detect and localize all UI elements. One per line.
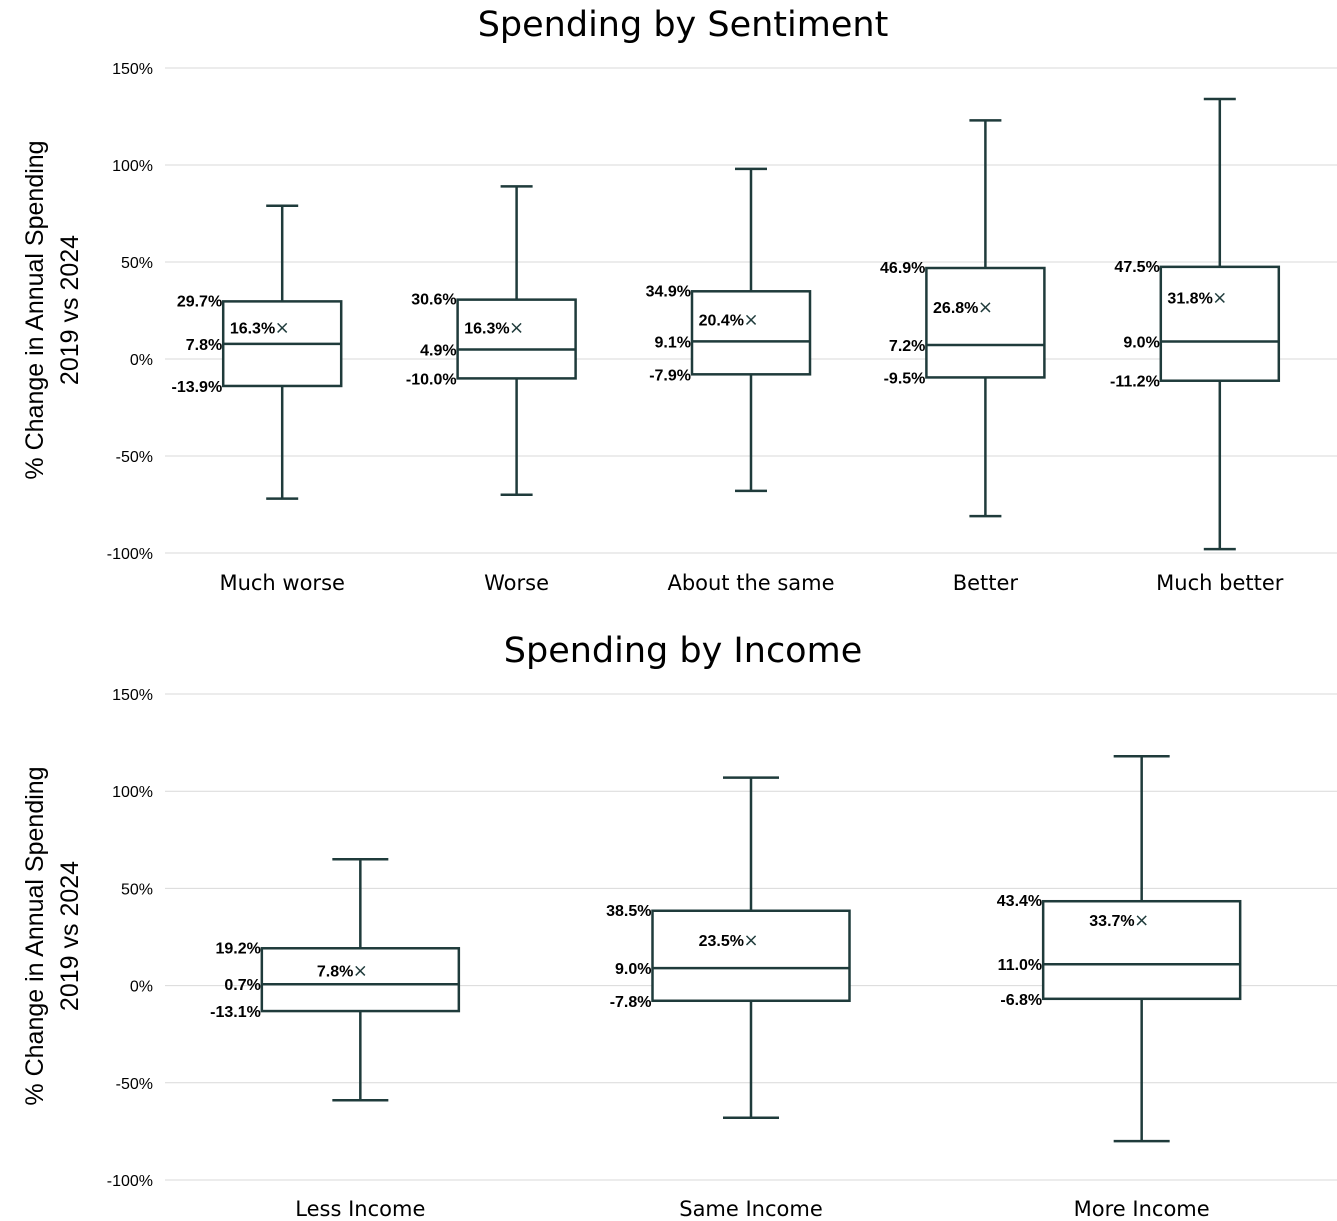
- median-label: 7.2%: [889, 338, 925, 355]
- y-tick-label: -100%: [107, 546, 153, 563]
- y-axis-label: 2019 vs 2024: [56, 235, 84, 385]
- mean-marker: ×: [743, 309, 758, 330]
- box-iqr: [1041, 899, 1242, 1001]
- q3-label: 46.9%: [880, 260, 925, 277]
- median-label: 0.7%: [224, 977, 260, 994]
- x-tick-label: Less Income: [295, 1197, 425, 1221]
- x-tick-label: Much worse: [219, 571, 344, 595]
- mean-marker: ×: [978, 297, 993, 318]
- y-tick-label: 0%: [130, 352, 153, 369]
- box-item: × 38.5% 9.0% -7.8% 23.5%: [606, 776, 851, 1120]
- q1-label: -9.5%: [884, 370, 926, 387]
- x-tick-label: More Income: [1074, 1197, 1210, 1221]
- box-item: × 43.4% 11.0% -6.8% 33.7%: [997, 754, 1242, 1143]
- box-iqr: [690, 290, 812, 376]
- mean-marker: ×: [509, 317, 524, 338]
- box-item: × 29.7% 7.8% -13.9% 16.3%: [171, 204, 343, 500]
- x-tick-label: Much better: [1156, 571, 1284, 595]
- mean-label: 31.8%: [1167, 290, 1212, 307]
- q3-label: 19.2%: [215, 940, 260, 957]
- median-label: 11.0%: [998, 957, 1042, 974]
- chart-title: Spending by Sentiment: [478, 5, 889, 45]
- x-tick-label: Same Income: [679, 1197, 823, 1221]
- q3-label: 29.7%: [177, 293, 222, 310]
- median-label: 9.1%: [655, 334, 691, 351]
- chart-panel-2: Spending by Income % Change in Annual Spe…: [21, 631, 1337, 1221]
- mean-marker: ×: [1212, 287, 1227, 308]
- y-axis-label: % Change in Annual Spending: [21, 766, 49, 1105]
- mean-marker: ×: [353, 960, 368, 981]
- box-item: × 19.2% 0.7% -13.1% 7.8%: [210, 857, 461, 1102]
- q1-label: -13.9%: [171, 379, 222, 396]
- y-tick-label: 150%: [112, 687, 153, 704]
- q1-label: -13.1%: [210, 1004, 261, 1021]
- median-label: 9.0%: [1123, 335, 1159, 352]
- mean-label: 23.5%: [699, 933, 744, 950]
- box-item: × 47.5% 9.0% -11.2% 31.8%: [1110, 97, 1281, 551]
- mean-label: 16.3%: [464, 320, 509, 337]
- box-iqr: [1159, 265, 1281, 382]
- q3-label: 30.6%: [411, 292, 456, 309]
- mean-label: 20.4%: [699, 312, 744, 329]
- x-tick-label: About the same: [667, 571, 834, 595]
- x-tick-label: Worse: [484, 571, 549, 595]
- chart-title: Spending by Income: [504, 631, 862, 671]
- box-iqr: [925, 266, 1046, 379]
- box-item: × 30.6% 4.9% -10.0% 16.3%: [406, 185, 577, 497]
- mean-label: 26.8%: [933, 300, 978, 317]
- chart-panel-1: Spending by Sentiment % Change in Annual …: [21, 5, 1337, 595]
- box-iqr: [651, 909, 851, 1003]
- median-label: 9.0%: [615, 961, 651, 978]
- y-tick-label: 100%: [112, 784, 153, 801]
- y-tick-label: -50%: [116, 449, 153, 466]
- y-axis-label: % Change in Annual Spending: [21, 140, 49, 479]
- box-item: × 46.9% 7.2% -9.5% 26.8%: [880, 119, 1046, 518]
- q3-label: 34.9%: [646, 283, 691, 300]
- y-tick-label: -50%: [116, 1076, 153, 1093]
- box-item: × 34.9% 9.1% -7.9% 20.4%: [646, 167, 812, 493]
- q1-label: -6.8%: [1000, 992, 1042, 1009]
- y-axis-label: 2019 vs 2024: [56, 861, 84, 1011]
- y-tick-label: 0%: [130, 979, 153, 996]
- median-label: 7.8%: [186, 337, 222, 354]
- median-label: 4.9%: [420, 342, 456, 359]
- mean-label: 16.3%: [230, 320, 275, 337]
- q1-label: -11.2%: [1110, 374, 1160, 391]
- box-iqr: [456, 298, 577, 380]
- y-tick-label: 50%: [121, 255, 153, 272]
- y-tick-label: 50%: [121, 881, 153, 898]
- y-tick-label: 100%: [112, 158, 153, 175]
- mean-label: 33.7%: [1089, 913, 1134, 930]
- mean-label: 7.8%: [317, 963, 353, 980]
- q1-label: -7.9%: [649, 367, 691, 384]
- mean-marker: ×: [275, 317, 290, 338]
- q3-label: 47.5%: [1114, 259, 1159, 276]
- x-tick-label: Better: [953, 571, 1019, 595]
- mean-marker: ×: [743, 930, 758, 951]
- q1-label: -7.8%: [610, 994, 652, 1011]
- y-tick-label: -100%: [107, 1173, 153, 1190]
- box-iqr: [260, 947, 461, 1013]
- q3-label: 43.4%: [997, 893, 1042, 910]
- y-tick-label: 150%: [112, 61, 153, 78]
- mean-marker: ×: [1134, 910, 1149, 931]
- q3-label: 38.5%: [606, 903, 651, 920]
- q1-label: -10.0%: [406, 371, 457, 388]
